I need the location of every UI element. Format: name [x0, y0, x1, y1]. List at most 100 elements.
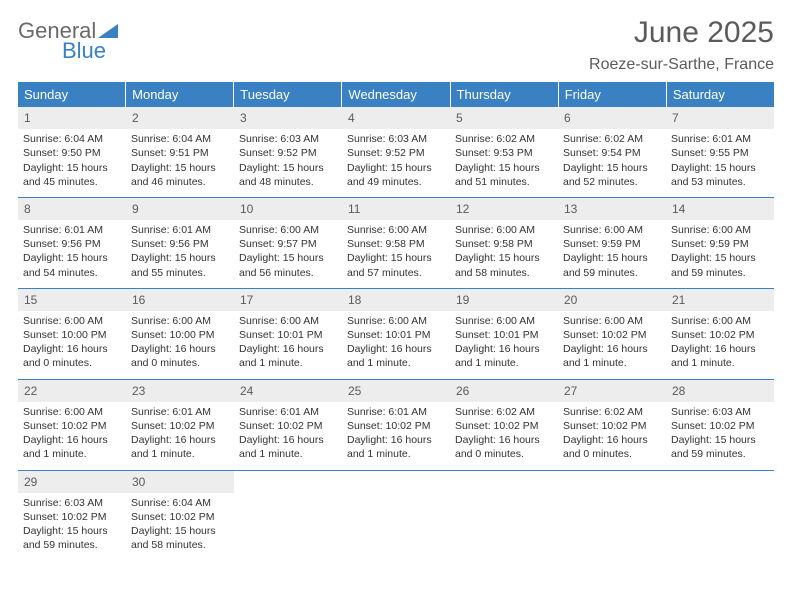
- sunset-text: Sunset: 10:02 PM: [131, 419, 229, 433]
- daylight-text-1: Daylight: 15 hours: [671, 161, 769, 175]
- day-number: 26: [450, 380, 558, 402]
- day-number: 7: [666, 107, 774, 129]
- sunrise-text: Sunrise: 6:00 AM: [239, 223, 337, 237]
- day-number: 14: [666, 198, 774, 220]
- page-header: General Blue June 2025 Roeze-sur-Sarthe,…: [18, 16, 774, 74]
- daylight-text-2: and 0 minutes.: [23, 356, 121, 370]
- daylight-text-2: and 45 minutes.: [23, 175, 121, 189]
- sunset-text: Sunset: 9:57 PM: [239, 237, 337, 251]
- daylight-text-1: Daylight: 15 hours: [455, 251, 553, 265]
- day-cell: 25Sunrise: 6:01 AMSunset: 10:02 PMDaylig…: [342, 380, 450, 470]
- daylight-text-2: and 53 minutes.: [671, 175, 769, 189]
- dow-tuesday: Tuesday: [234, 82, 342, 107]
- sunrise-text: Sunrise: 6:02 AM: [563, 132, 661, 146]
- day-cell: 28 Sunrise: 6:03 AMSunset: 10:02 PMDaylig…: [666, 380, 774, 470]
- title-block: June 2025 Roeze-sur-Sarthe, France: [589, 16, 774, 74]
- week-row: 29Sunrise: 6:03 AMSunset: 10:02 PMDaylig…: [18, 470, 774, 561]
- sunset-text: Sunset: 10:02 PM: [239, 419, 337, 433]
- day-number: 22: [18, 380, 126, 402]
- day-number: 28: [666, 380, 774, 402]
- sunrise-text: Sunrise: 6:00 AM: [455, 223, 553, 237]
- daylight-text-1: Daylight: 16 hours: [23, 342, 121, 356]
- day-cell: 9Sunrise: 6:01 AMSunset: 9:56 PMDaylight…: [126, 198, 234, 288]
- daylight-text-2: and 52 minutes.: [563, 175, 661, 189]
- day-body: Sunrise: 6:00 AMSunset: 10:01 PMDaylight…: [342, 314, 450, 371]
- daylight-text-2: and 1 minute.: [239, 356, 337, 370]
- logo-text-2: Blue: [18, 40, 118, 62]
- sunset-text: Sunset: 10:01 PM: [239, 328, 337, 342]
- daylight-text-1: Daylight: 15 hours: [347, 251, 445, 265]
- sunrise-text: Sunrise: 6:03 AM: [347, 132, 445, 146]
- sunrise-text: Sunrise: 6:01 AM: [131, 405, 229, 419]
- daylight-text-2: and 55 minutes.: [131, 266, 229, 280]
- day-of-week-row: SundayMondayTuesdayWednesdayThursdayFrid…: [18, 82, 774, 107]
- day-cell: 26Sunrise: 6:02 AMSunset: 10:02 PMDaylig…: [450, 380, 558, 470]
- sunset-text: Sunset: 9:58 PM: [347, 237, 445, 251]
- sunrise-text: Sunrise: 6:00 AM: [23, 405, 121, 419]
- daylight-text-1: Daylight: 16 hours: [347, 342, 445, 356]
- sunset-text: Sunset: 9:58 PM: [455, 237, 553, 251]
- sunrise-text: Sunrise: 6:01 AM: [347, 405, 445, 419]
- day-cell: 8Sunrise: 6:01 AMSunset: 9:56 PMDaylight…: [18, 198, 126, 288]
- daylight-text-1: Daylight: 15 hours: [671, 433, 769, 447]
- daylight-text-2: and 59 minutes.: [563, 266, 661, 280]
- sunrise-text: Sunrise: 6:03 AM: [671, 405, 769, 419]
- day-body: Sunrise: 6:00 AMSunset: 10:02 PMDaylight…: [18, 405, 126, 462]
- sunrise-text: Sunrise: 6:01 AM: [23, 223, 121, 237]
- day-cell: 19Sunrise: 6:00 AMSunset: 10:01 PMDaylig…: [450, 289, 558, 379]
- daylight-text-2: and 0 minutes.: [563, 447, 661, 461]
- day-body: Sunrise: 6:00 AMSunset: 10:01 PMDaylight…: [234, 314, 342, 371]
- day-body: Sunrise: 6:00 AMSunset: 9:58 PMDaylight:…: [342, 223, 450, 280]
- day-number: 5: [450, 107, 558, 129]
- day-number: 27: [558, 380, 666, 402]
- dow-thursday: Thursday: [451, 82, 559, 107]
- daylight-text-2: and 0 minutes.: [455, 447, 553, 461]
- day-cell: 7 Sunrise: 6:01 AMSunset: 9:55 PMDaylight…: [666, 107, 774, 197]
- day-cell: 20Sunrise: 6:00 AMSunset: 10:02 PMDaylig…: [558, 289, 666, 379]
- day-cell: 23Sunrise: 6:01 AMSunset: 10:02 PMDaylig…: [126, 380, 234, 470]
- sunrise-text: Sunrise: 6:01 AM: [239, 405, 337, 419]
- day-body: Sunrise: 6:04 AMSunset: 9:51 PMDaylight:…: [126, 132, 234, 189]
- daylight-text-1: Daylight: 15 hours: [131, 161, 229, 175]
- day-body: Sunrise: 6:01 AMSunset: 10:02 PMDaylight…: [234, 405, 342, 462]
- day-empty: .: [342, 471, 450, 561]
- day-body: Sunrise: 6:01 AMSunset: 10:02 PMDaylight…: [126, 405, 234, 462]
- day-empty: .: [666, 471, 774, 561]
- sunset-text: Sunset: 10:02 PM: [671, 419, 769, 433]
- daylight-text-2: and 1 minute.: [671, 356, 769, 370]
- sunrise-text: Sunrise: 6:03 AM: [23, 496, 121, 510]
- sunrise-text: Sunrise: 6:04 AM: [23, 132, 121, 146]
- day-body: Sunrise: 6:03 AMSunset: 9:52 PMDaylight:…: [234, 132, 342, 189]
- sunrise-text: Sunrise: 6:00 AM: [131, 314, 229, 328]
- dow-friday: Friday: [559, 82, 667, 107]
- sunset-text: Sunset: 9:51 PM: [131, 146, 229, 160]
- sunset-text: Sunset: 10:02 PM: [455, 419, 553, 433]
- day-number: 4: [342, 107, 450, 129]
- sunset-text: Sunset: 9:53 PM: [455, 146, 553, 160]
- day-cell: 16Sunrise: 6:00 AMSunset: 10:00 PMDaylig…: [126, 289, 234, 379]
- daylight-text-2: and 1 minute.: [23, 447, 121, 461]
- day-body: Sunrise: 6:03 AMSunset: 10:02 PMDaylight…: [666, 405, 774, 462]
- sunset-text: Sunset: 9:59 PM: [671, 237, 769, 251]
- day-number: 10: [234, 198, 342, 220]
- day-body: Sunrise: 6:01 AMSunset: 9:55 PMDaylight:…: [666, 132, 774, 189]
- day-cell: 2Sunrise: 6:04 AMSunset: 9:51 PMDaylight…: [126, 107, 234, 197]
- daylight-text-2: and 56 minutes.: [239, 266, 337, 280]
- sunrise-text: Sunrise: 6:02 AM: [563, 405, 661, 419]
- day-number: 30: [126, 471, 234, 493]
- day-body: Sunrise: 6:03 AMSunset: 9:52 PMDaylight:…: [342, 132, 450, 189]
- daylight-text-2: and 1 minute.: [455, 356, 553, 370]
- day-body: Sunrise: 6:01 AMSunset: 9:56 PMDaylight:…: [18, 223, 126, 280]
- day-body: Sunrise: 6:00 AMSunset: 10:01 PMDaylight…: [450, 314, 558, 371]
- sunset-text: Sunset: 10:01 PM: [347, 328, 445, 342]
- daylight-text-1: Daylight: 15 hours: [455, 161, 553, 175]
- day-cell: 17Sunrise: 6:00 AMSunset: 10:01 PMDaylig…: [234, 289, 342, 379]
- day-cell: 24 Sunrise: 6:01 AMSunset: 10:02 PMDaylig…: [234, 380, 342, 470]
- day-number: 24: [234, 380, 342, 402]
- day-body: Sunrise: 6:01 AMSunset: 9:56 PMDaylight:…: [126, 223, 234, 280]
- daylight-text-1: Daylight: 15 hours: [239, 161, 337, 175]
- daylight-text-1: Daylight: 15 hours: [671, 251, 769, 265]
- day-body: Sunrise: 6:00 AMSunset: 9:58 PMDaylight:…: [450, 223, 558, 280]
- sunrise-text: Sunrise: 6:00 AM: [23, 314, 121, 328]
- sunset-text: Sunset: 10:02 PM: [563, 419, 661, 433]
